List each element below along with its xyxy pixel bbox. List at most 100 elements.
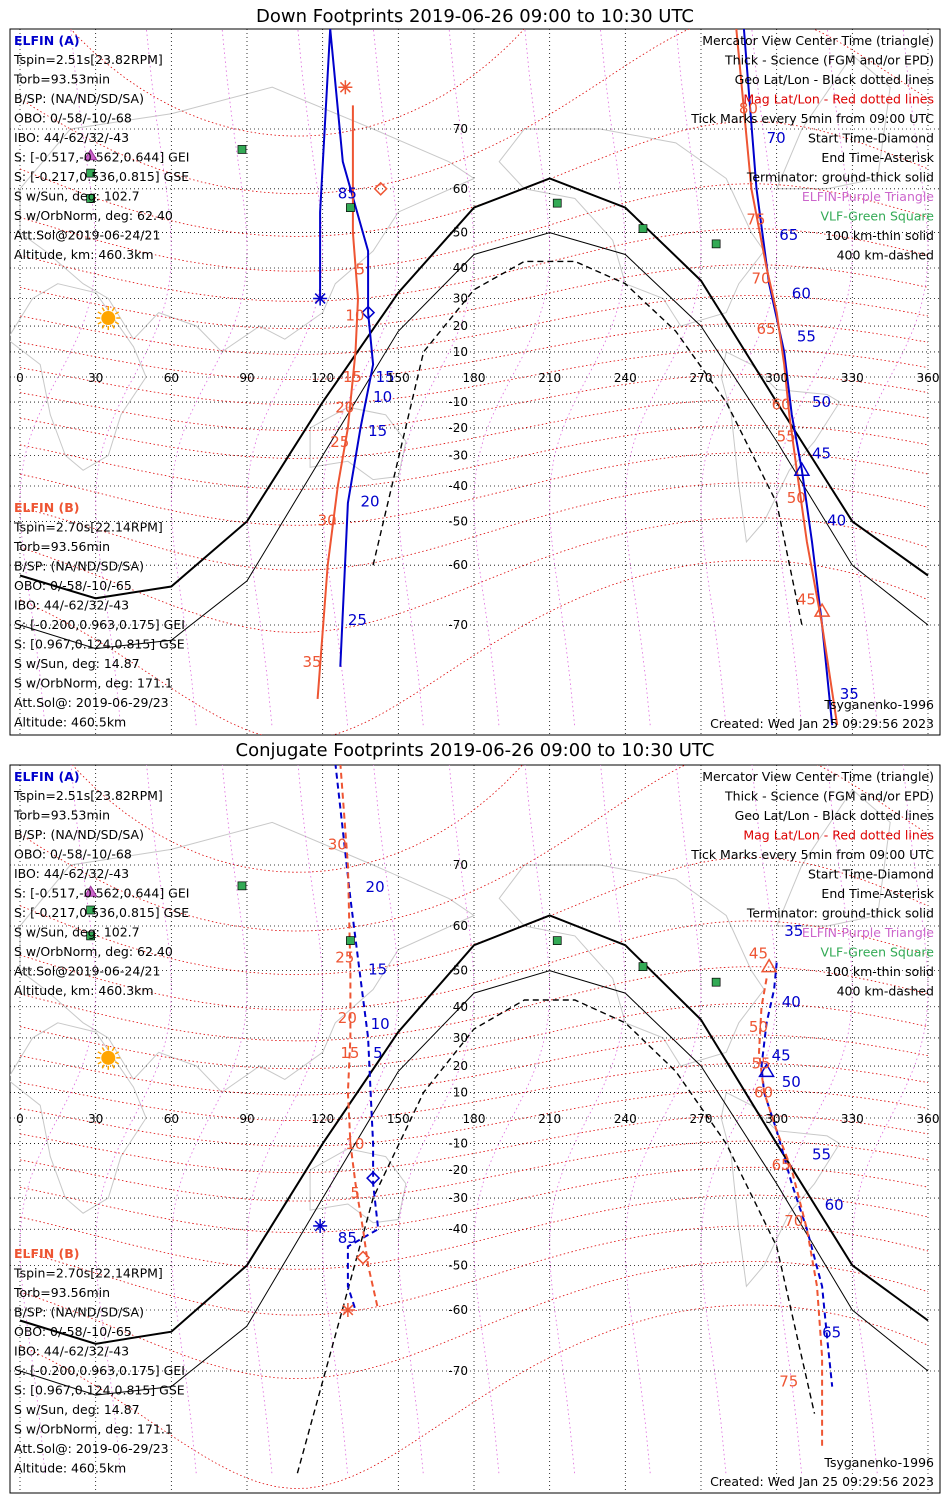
track-tick-label: 15 <box>343 368 362 386</box>
vlf-station-square <box>552 936 562 945</box>
conjugate-footprints-panel: Conjugate Footprints 2019-06-26 09:00 to… <box>0 740 950 1500</box>
track-tick-label: 45 <box>772 1047 791 1065</box>
mag-latitude-line <box>19 399 929 459</box>
start-time-diamond <box>361 305 376 320</box>
x-tick-label: 180 <box>463 371 486 385</box>
elfin-a-name: ELFIN (A) <box>14 769 80 784</box>
mag-latitude-line <box>19 452 929 526</box>
elfin-a-info-line: S: [-0.517,-0.562,0.644] GEI <box>14 886 189 901</box>
vlf-station-square <box>86 168 95 178</box>
mag-longitude-line <box>700 765 778 1474</box>
elfin-b-info-line: Tspin=2.70s[22.14RPM] <box>13 520 163 535</box>
terminator-ground-curve <box>19 914 929 1345</box>
y-tick-label: 70 <box>453 122 468 136</box>
mag-latitude-line <box>19 517 929 633</box>
elfin-a-info-line: OBO: 0/-58/-10/-68 <box>14 111 132 126</box>
mag-longitude-line <box>851 29 929 726</box>
track-tick-label: 25 <box>348 611 367 629</box>
x-tick-label: 30 <box>88 371 103 385</box>
plot-frame <box>9 764 941 1494</box>
track-tick-label: 30 <box>328 835 347 853</box>
x-tick-label: 0 <box>16 1112 24 1126</box>
elfin-b-info-line: S: [0.967,0.124,0.815] GSE <box>14 637 185 652</box>
elfin-a-info-line: OBO: 0/-58/-10/-68 <box>14 847 132 862</box>
sun-ray <box>111 1047 115 1052</box>
sun-icon <box>101 311 116 326</box>
sun-ray <box>97 1061 102 1065</box>
legend-line: End Time-Asterisk <box>821 886 934 901</box>
track-tick-label: 75 <box>746 211 765 229</box>
elfin-b-track <box>339 765 380 1311</box>
legend-line: Geo Lat/Lon - Black dotted lines <box>735 72 934 87</box>
track-tick-label: 50 <box>787 489 806 507</box>
mag-latitude-line <box>19 1062 929 1121</box>
vlf-station-square <box>638 962 648 972</box>
mag-latitude-line <box>19 856 929 975</box>
legend-line: Geo Lat/Lon - Black dotted lines <box>735 808 934 823</box>
track-tick-label: 35 <box>840 685 859 703</box>
sun-ray <box>111 307 115 312</box>
track-tick-label: 20 <box>338 1009 357 1027</box>
elfin-a-info-line: S: [-0.217,0.536,0.815] GSE <box>14 169 189 184</box>
x-tick-label: 300 <box>765 1112 788 1126</box>
x-tick-label: 270 <box>690 371 713 385</box>
sun-ray <box>114 311 120 315</box>
track-tick-label: 25 <box>335 949 354 967</box>
y-tick-label: -20 <box>448 421 468 435</box>
track-tick-label: 45 <box>797 591 816 609</box>
elfin-b-info-line: Att.Sol@: 2019-06-29/23 <box>14 1441 169 1456</box>
mag-latitude-line <box>70 29 525 137</box>
track-tick-label: 40 <box>827 511 846 529</box>
legend-line: VLF-Green Square <box>820 945 934 960</box>
elfin-b-info-line: S w/OrbNorm, deg: 171.1 <box>14 1422 173 1437</box>
track-tick-label: 85 <box>338 184 357 202</box>
coastline <box>19 821 476 1094</box>
y-tick-label: -70 <box>448 1364 468 1378</box>
vlf-station-square <box>237 145 247 154</box>
sun-ray <box>111 1064 115 1069</box>
mag-latitude-line <box>19 1140 929 1202</box>
mag-latitude-line <box>19 295 929 355</box>
elfin-a-info-line: Tspin=2.51s[23.82RPM] <box>13 788 163 803</box>
elfin-b-track <box>735 29 839 726</box>
vlf-station-square <box>552 198 562 208</box>
panel-title: Down Footprints 2019-06-26 09:00 to 10:3… <box>256 6 694 27</box>
y-tick-label: 30 <box>453 292 468 306</box>
track-tick-label: 75 <box>779 1373 798 1391</box>
legend-line: VLF-Green Square <box>820 209 934 224</box>
mag-latitude-line <box>19 1261 929 1380</box>
track-tick-label: 50 <box>749 1018 768 1036</box>
mag-longitude-line <box>776 765 853 1474</box>
vlf-station-square <box>86 905 95 915</box>
terminator-100km-curve <box>19 970 929 1396</box>
elfin-b-info-line: S w/Sun, deg: 14.87 <box>14 656 140 671</box>
mag-latitude-line <box>19 1166 929 1233</box>
x-tick-label: 360 <box>917 1112 940 1126</box>
elfin-b-info-line: B/SP: (NA/ND/SD/SA) <box>14 1305 144 1320</box>
y-tick-label: 50 <box>453 964 468 978</box>
y-tick-label: -30 <box>448 1191 468 1205</box>
elfin-a-track <box>742 29 834 726</box>
terminator-ground-curve <box>19 177 929 600</box>
sun-ray <box>101 307 105 312</box>
elfin-a-info-line: Tspin=2.51s[23.82RPM] <box>13 52 163 67</box>
elfin-a-info-line: Att.Sol@2019-06-24/21 <box>14 964 160 979</box>
elfin-a-info-line: B/SP: (NA/ND/SD/SA) <box>14 91 144 106</box>
elfin-a-name: ELFIN (A) <box>14 33 80 48</box>
coastline <box>498 128 765 327</box>
y-tick-label: -50 <box>448 514 468 528</box>
sun-ray <box>97 321 102 325</box>
mag-latitude-line <box>19 559 929 735</box>
x-tick-label: 270 <box>690 1112 713 1126</box>
elfin-b-name: ELFIN (B) <box>14 1246 79 1261</box>
sun-ray <box>101 324 105 329</box>
vlf-station-square <box>711 239 721 249</box>
elfin-b-info-line: S: [-0.200,0.963,0.175] GEI <box>14 1363 185 1378</box>
elfin-a-track <box>334 765 380 1311</box>
track-tick-label: 45 <box>812 444 831 462</box>
track-tick-label: 10 <box>373 388 392 406</box>
legend-line: 400 km-dashed <box>837 248 934 263</box>
elfin-a-info-line: S w/OrbNorm, deg: 62.40 <box>14 208 173 223</box>
mag-longitude-line <box>851 765 929 1474</box>
elfin-a-info-line: Altitude, km: 460.3km <box>14 247 154 262</box>
